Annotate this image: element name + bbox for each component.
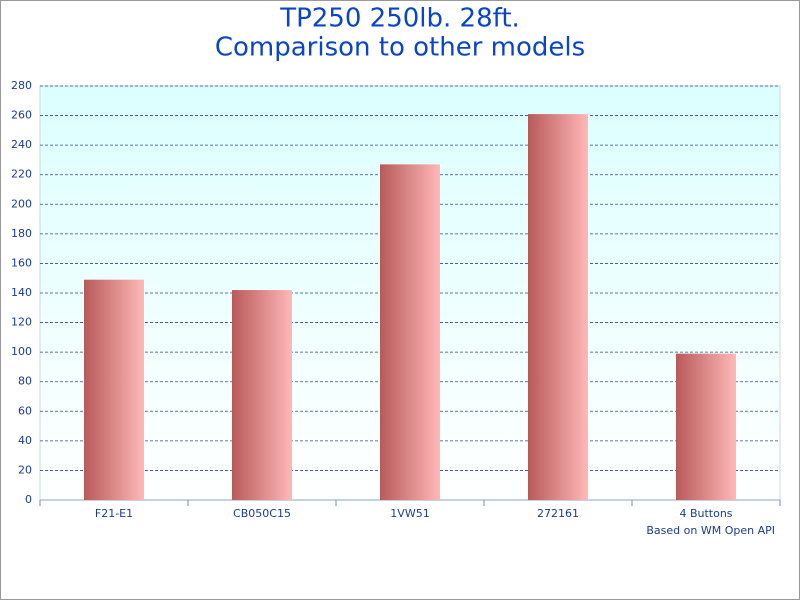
y-tick-label: 100: [11, 345, 32, 358]
bar: [676, 353, 736, 500]
y-tick-label: 140: [11, 286, 32, 299]
y-tick-label: 260: [11, 109, 32, 122]
bar: [528, 114, 588, 500]
y-tick-label: 120: [11, 316, 32, 329]
y-tick-label: 200: [11, 197, 32, 210]
bar: [232, 290, 292, 500]
chart-title: TP250 250lb. 28ft.: [279, 4, 520, 34]
y-tick-label: 40: [18, 434, 32, 447]
x-tick-label: 272161: [537, 507, 579, 520]
y-tick-label: 80: [18, 375, 32, 388]
y-tick-label: 20: [18, 463, 32, 476]
bar: [380, 164, 440, 500]
bar: [84, 279, 144, 500]
y-tick-label: 0: [25, 493, 32, 506]
y-tick-label: 160: [11, 256, 32, 269]
x-tick-label: 1VW51: [390, 507, 429, 520]
x-tick-label: F21-E1: [95, 507, 133, 520]
y-tick-label: 240: [11, 138, 32, 151]
y-tick-label: 280: [11, 79, 32, 92]
chart-subtitle: Comparison to other models: [215, 33, 585, 63]
annotation: Based on WM Open API: [646, 524, 775, 537]
x-tick-label: 4 Buttons: [679, 507, 732, 520]
y-tick-label: 180: [11, 227, 32, 240]
y-tick-label: 220: [11, 168, 32, 181]
y-tick-label: 60: [18, 404, 32, 417]
x-tick-label: CB050C15: [233, 507, 291, 520]
